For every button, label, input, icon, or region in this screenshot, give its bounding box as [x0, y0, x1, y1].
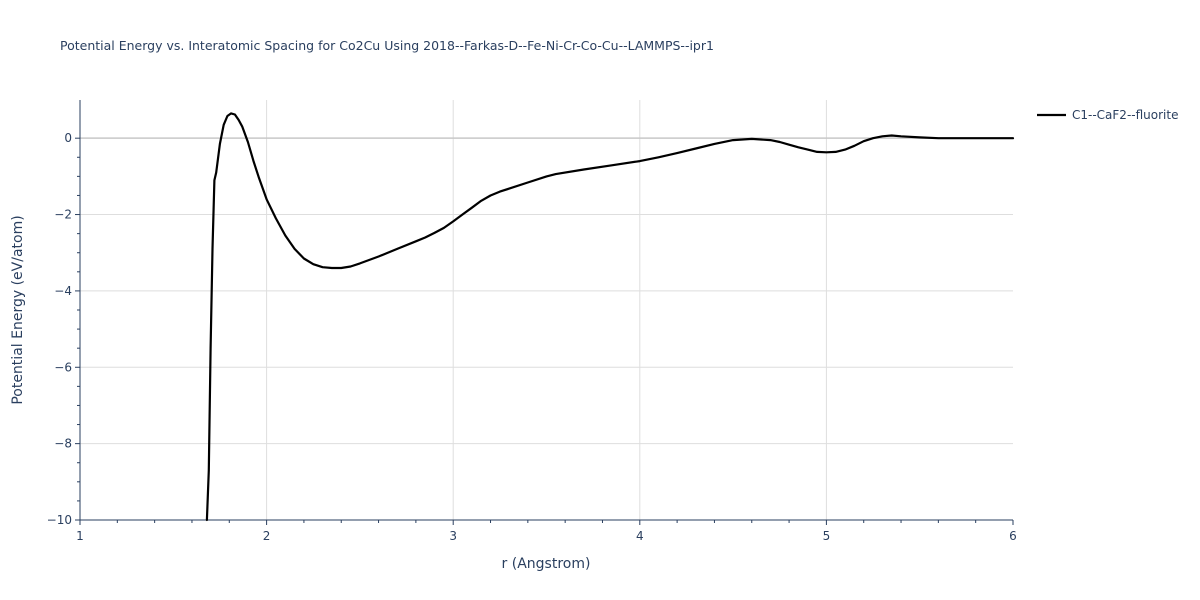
x-tick-label: 4	[636, 529, 644, 543]
y-tick-label: −2	[54, 208, 72, 222]
x-axis-title: r (Angstrom)	[502, 556, 591, 572]
y-axis-title: Potential Energy (eV/atom)	[10, 215, 26, 404]
grid	[80, 100, 1013, 520]
y-tick-label: −6	[54, 360, 72, 374]
y-tick-label: −8	[54, 437, 72, 451]
x-tick-label: 1	[76, 529, 84, 543]
x-tick-label: 3	[449, 529, 457, 543]
series-line	[205, 112, 1015, 522]
tick-labels: 1 2 3 4 5 6 0 −2 −4 −6 −8 −10	[47, 131, 1017, 543]
y-tick-label: −4	[54, 284, 72, 298]
y-tick-label: 0	[64, 131, 72, 145]
series-layer	[205, 112, 1015, 522]
x-tick-label: 2	[263, 529, 271, 543]
x-tick-label: 6	[1009, 529, 1017, 543]
x-tick-label: 5	[823, 529, 831, 543]
legend[interactable]: C1--CaF2--fluorite	[1037, 108, 1178, 122]
legend-label: C1--CaF2--fluorite	[1072, 108, 1178, 122]
chart-title: Potential Energy vs. Interatomic Spacing…	[60, 38, 714, 53]
y-tick-label: −10	[47, 513, 72, 527]
axes	[75, 100, 1014, 525]
